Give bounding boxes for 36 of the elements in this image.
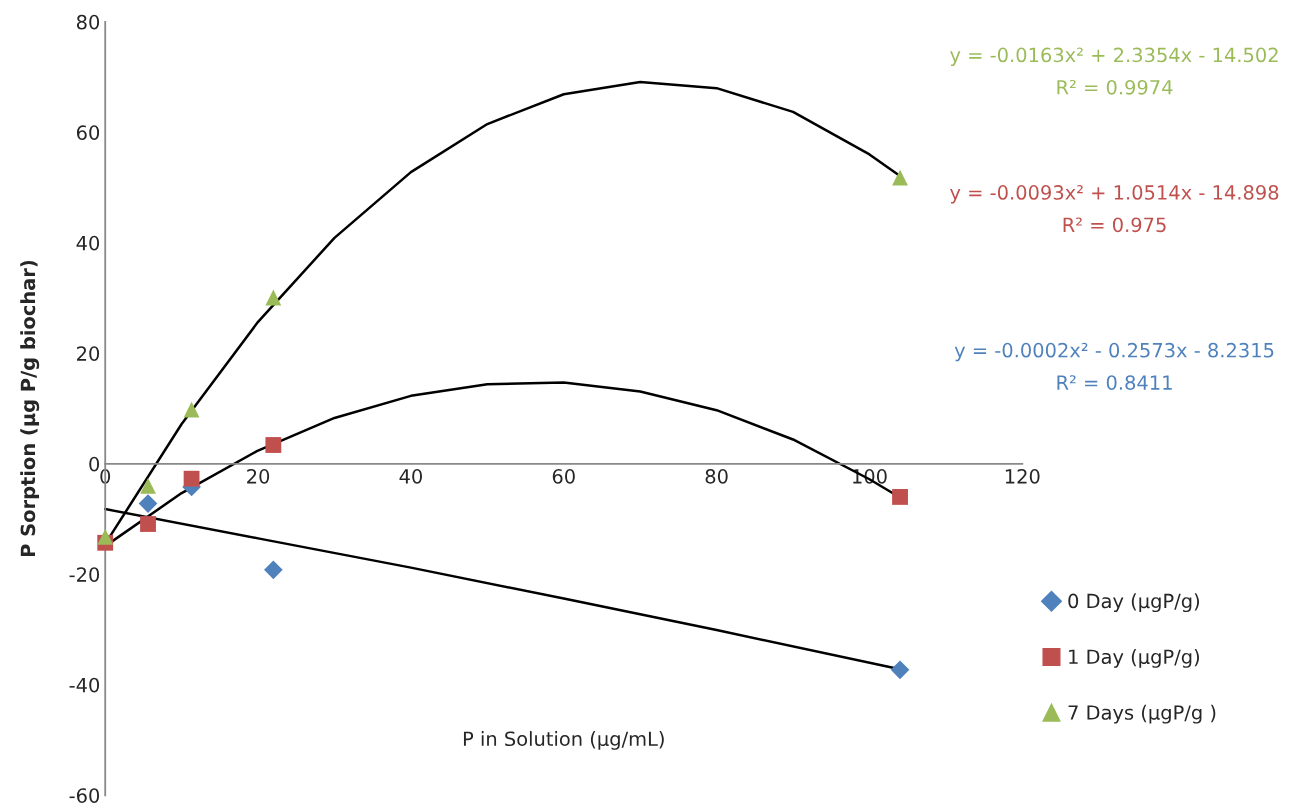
legend-label: 1 Day (µgP/g) [1069, 649, 1199, 668]
point [892, 169, 908, 186]
legend-label: 7 Days (µgP/g ) [1068, 704, 1216, 724]
y-tick-label: 80 [76, 14, 100, 30]
point [183, 470, 200, 487]
y-tick-label: -40 [69, 677, 100, 693]
point [890, 660, 910, 680]
x-tick-label: 40 [399, 468, 422, 484]
point [264, 560, 283, 580]
y-tick-label: -60 [69, 788, 100, 803]
y-tick-label: 0 [89, 456, 100, 472]
annotation: y = -0.0093x² + 1.0514x - 14.898 [950, 185, 1279, 204]
point [140, 477, 156, 494]
y-axis-title: P Sorption (µg P/g biochar) [20, 260, 40, 557]
y-tick-label: -20 [69, 567, 100, 582]
x-tick-label: 80 [705, 468, 728, 484]
x-tick-label: 120 [1005, 468, 1040, 484]
annotation: y = -0.0163x² + 2.3354x - 14.502 [950, 47, 1278, 67]
legend-label: 0 Day (µgP/g) [1068, 593, 1199, 613]
point [138, 494, 158, 513]
point [140, 516, 156, 532]
x-tick-label: 60 [552, 468, 575, 484]
point [183, 401, 200, 418]
point [97, 528, 114, 545]
y-tick-label: 40 [76, 235, 100, 251]
text: R² = 0.9974 [1057, 79, 1173, 95]
annotation: y = -0.0002x² - 0.2573x - 8.2315 [954, 342, 1274, 362]
y-tick-label: 60 [76, 125, 100, 140]
point [892, 489, 908, 505]
point [265, 437, 282, 453]
x-tick-label: 20 [247, 468, 270, 484]
text: R² = 0.8411 [1057, 375, 1172, 390]
y-tick-label: 20 [77, 346, 100, 361]
point [265, 289, 282, 306]
text: R² = 0.975 [1063, 217, 1166, 233]
x-axis-title: P in Solution (µg/mL) [463, 731, 664, 750]
